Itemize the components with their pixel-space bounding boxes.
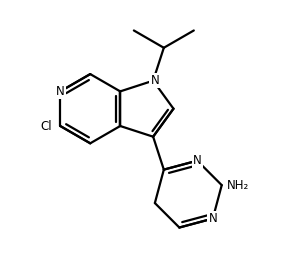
Text: N: N [208,212,217,225]
Text: Cl: Cl [40,119,52,133]
Text: N: N [151,74,159,87]
Text: NH₂: NH₂ [227,179,249,192]
Text: N: N [56,85,65,98]
Text: N: N [193,154,202,167]
